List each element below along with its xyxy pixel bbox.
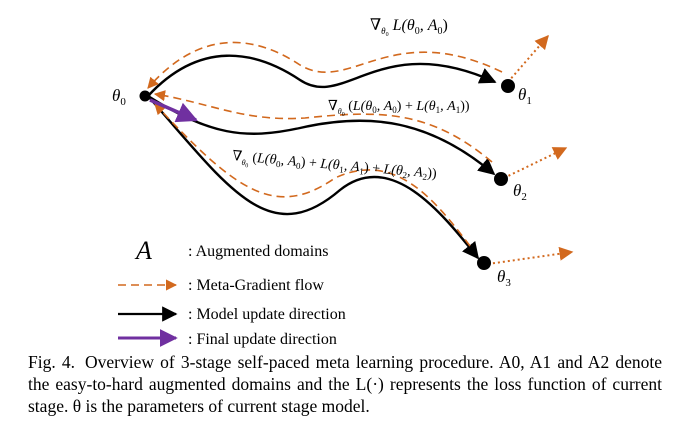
legend-meta-gradient-label: : Meta-Gradient flow — [188, 277, 324, 294]
legend-model-update-label: : Model update direction — [188, 306, 346, 323]
model-update-path-1 — [147, 54, 497, 97]
next-update-arrow-3 — [487, 246, 574, 265]
next-update-arrow-2 — [503, 147, 568, 179]
legend-final-update-label: : Final update direction — [188, 331, 337, 348]
gradient-label-1: ∇θ0 L(θ0, A0) — [370, 17, 448, 38]
node-theta2 — [494, 172, 508, 186]
meta-gradient-flow-3 — [154, 103, 471, 247]
legend-augmented-label: : Augmented domains — [188, 243, 328, 260]
model-update-path-2 — [147, 94, 496, 176]
caption-figure-label: Fig. 4. — [28, 352, 76, 372]
final-update-arrow — [149, 98, 198, 123]
node-theta3 — [477, 256, 491, 270]
gradient-label-2: ∇θ0 (L(θ0, A0) + L(θ1, A1)) — [328, 99, 470, 118]
next-update-arrow-1 — [507, 34, 549, 83]
meta-gradient-flow-1 — [147, 41, 503, 89]
figure-caption: Fig. 4. Overview of 3-stage self-paced me… — [28, 351, 662, 417]
label-theta1: θ1 — [518, 85, 532, 107]
node-theta1 — [501, 79, 515, 93]
node-theta0 — [139, 90, 151, 102]
meta-gradient-flow-2 — [153, 90, 493, 163]
caption-text: Overview of 3-stage self-paced meta lear… — [28, 352, 662, 416]
label-theta3: θ3 — [497, 267, 511, 289]
label-theta2: θ2 — [513, 181, 527, 203]
label-theta0: θ0 — [112, 86, 126, 108]
gradient-label-3: ∇θ0 (L(θ0, A0) + L(θ1, A1) + L(θ2, A2)) — [231, 149, 437, 186]
meta-learning-diagram: θ0 θ1 θ2 θ3 ∇θ0 L(θ0, A0) ∇θ0 (L(θ0, A0)… — [112, 17, 574, 348]
model-update-path-3 — [147, 95, 480, 260]
legend-symbol-A: A — [134, 236, 152, 265]
